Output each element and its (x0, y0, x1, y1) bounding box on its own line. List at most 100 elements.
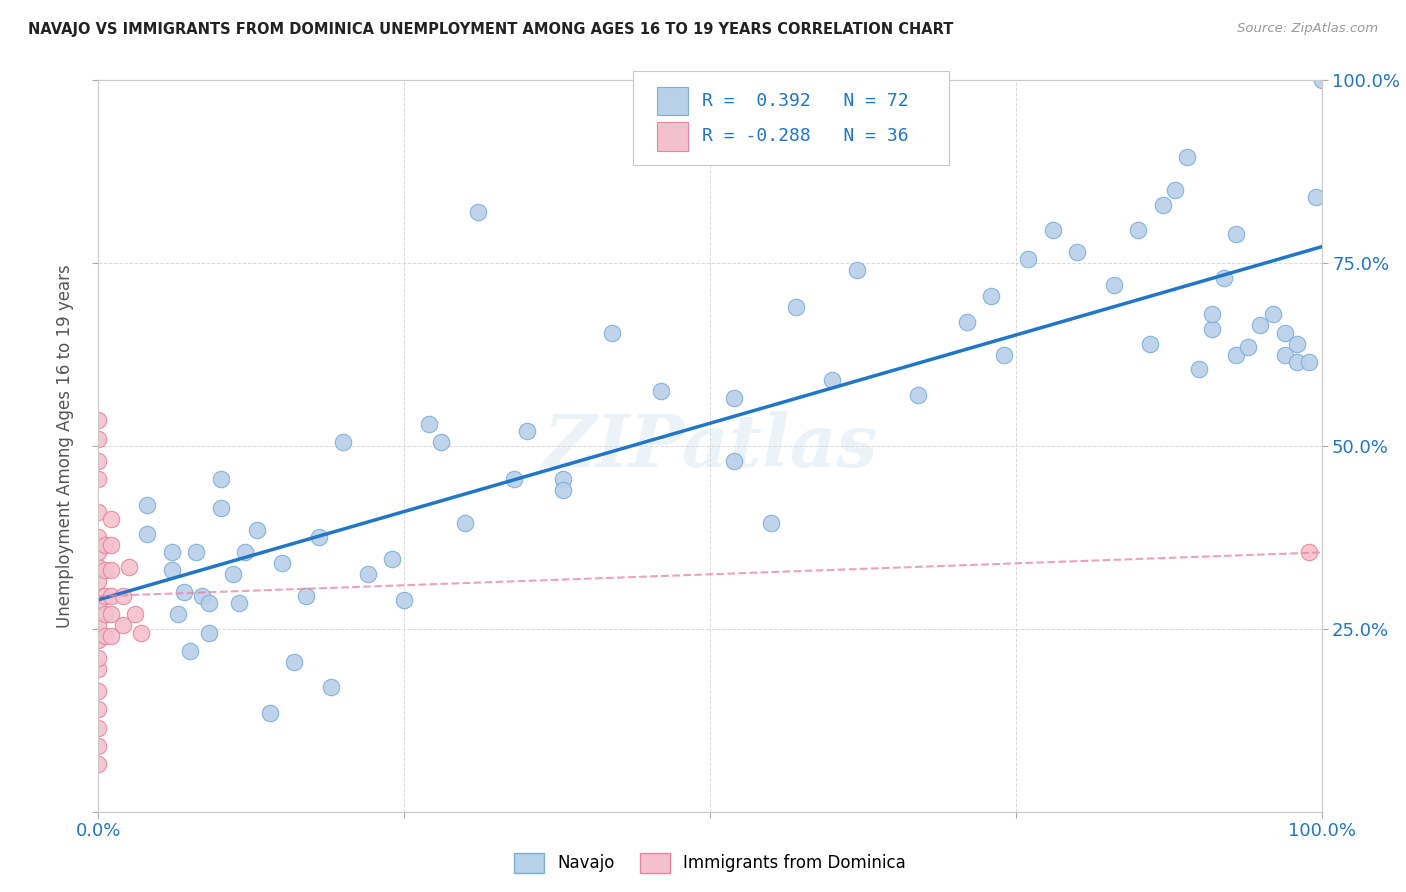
Point (233, 545, 256, 559)
Point (1175, 150, 1198, 164)
Point (785, 300, 807, 314)
Point (100, 589, 122, 603)
Point (821, 373, 844, 387)
Point (1237, 340, 1260, 354)
Point (1139, 336, 1161, 351)
Point (1274, 348, 1296, 362)
Point (418, 417, 440, 431)
Point (87, 721, 110, 735)
Text: Source: ZipAtlas.com: Source: ZipAtlas.com (1237, 22, 1378, 36)
Point (197, 596, 219, 610)
Point (1249, 318, 1271, 333)
Point (179, 644, 201, 658)
Point (1188, 362, 1211, 376)
Point (87, 545, 110, 559)
Point (160, 563, 183, 577)
Point (87, 530, 110, 544)
Point (118, 559, 141, 574)
Point (1225, 227, 1247, 241)
Point (993, 348, 1015, 362)
Point (87, 413, 110, 427)
Point (1201, 322, 1223, 336)
Point (87, 651, 110, 665)
Point (87, 618, 110, 632)
Point (553, 483, 575, 497)
Point (209, 501, 232, 516)
Point (356, 567, 378, 582)
Point (1298, 355, 1320, 369)
Point (136, 498, 159, 512)
Point (515, 425, 537, 439)
Point (124, 607, 146, 622)
Point (87, 472, 110, 486)
Point (723, 392, 745, 406)
Point (1286, 336, 1309, 351)
Point (93, 607, 115, 622)
Point (1042, 223, 1064, 237)
Point (295, 589, 318, 603)
Point (100, 563, 122, 577)
Point (87, 662, 110, 676)
Point (1298, 545, 1320, 559)
Point (100, 538, 122, 552)
Point (381, 552, 404, 566)
Point (1212, 270, 1234, 285)
Point (136, 526, 159, 541)
Point (332, 435, 354, 450)
Point (600, 326, 623, 340)
Point (1066, 245, 1088, 260)
Point (87, 574, 110, 589)
Text: R = -0.288   N = 36: R = -0.288 N = 36 (702, 128, 908, 145)
Point (93, 538, 115, 552)
Point (160, 545, 183, 559)
Point (1261, 307, 1284, 321)
Point (87, 559, 110, 574)
Point (93, 589, 115, 603)
Point (87, 757, 110, 772)
Point (1225, 348, 1247, 362)
Point (467, 205, 489, 219)
Point (87, 739, 110, 753)
Point (228, 596, 250, 610)
Point (209, 472, 232, 486)
Point (1102, 278, 1125, 293)
Point (1164, 183, 1187, 197)
Point (319, 681, 342, 695)
Text: NAVAJO VS IMMIGRANTS FROM DOMINICA UNEMPLOYMENT AMONG AGES 16 TO 19 YEARS CORREL: NAVAJO VS IMMIGRANTS FROM DOMINICA UNEMP… (28, 22, 953, 37)
Point (87, 632, 110, 647)
Point (723, 453, 745, 467)
Point (93, 629, 115, 643)
Point (761, 516, 783, 530)
Point (111, 589, 134, 603)
Point (100, 607, 122, 622)
Point (87, 684, 110, 698)
Point (1310, 73, 1333, 87)
Point (173, 585, 195, 599)
Point (93, 563, 115, 577)
Point (129, 625, 152, 640)
Point (100, 629, 122, 643)
Point (87, 505, 110, 519)
Point (100, 512, 122, 526)
Point (1128, 223, 1150, 237)
Point (454, 516, 477, 530)
Point (270, 556, 294, 570)
Point (111, 618, 134, 632)
Point (1305, 190, 1327, 204)
Point (283, 655, 305, 669)
Point (222, 567, 245, 582)
Point (186, 545, 208, 559)
Point (308, 530, 330, 544)
Point (87, 596, 110, 610)
Point (259, 706, 281, 720)
Point (197, 625, 219, 640)
Point (1274, 326, 1296, 340)
Point (246, 523, 269, 537)
Point (503, 472, 526, 486)
Point (1201, 307, 1223, 321)
Point (1152, 197, 1174, 211)
Y-axis label: Unemployment Among Ages 16 to 19 years: Unemployment Among Ages 16 to 19 years (56, 264, 75, 628)
Point (87, 453, 110, 467)
Point (1017, 252, 1039, 267)
Text: R =  0.392   N = 72: R = 0.392 N = 72 (702, 92, 908, 110)
